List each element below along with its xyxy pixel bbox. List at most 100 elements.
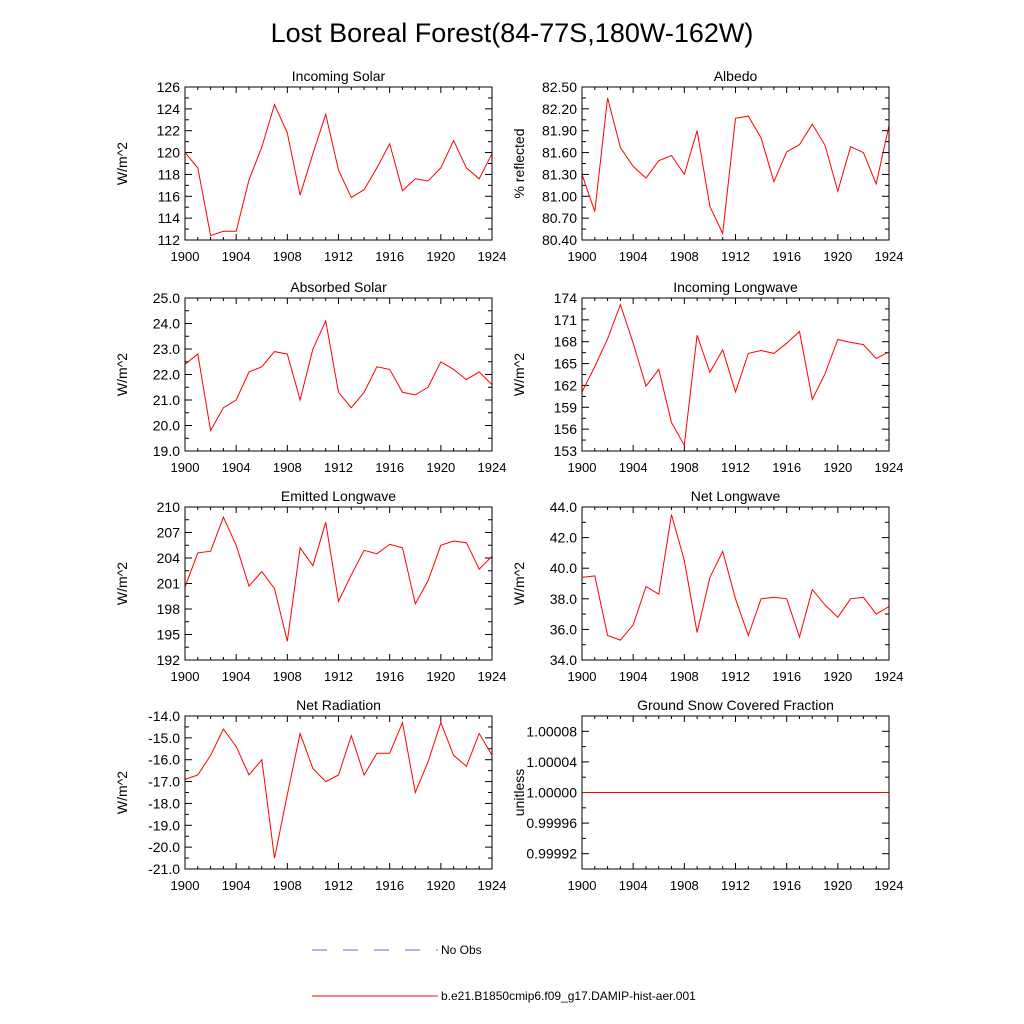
net-radiation-title: Net Radiation — [296, 697, 381, 713]
incoming-longwave-xtick-label: 1916 — [772, 460, 801, 475]
emitted-longwave-ytick-label: 198 — [157, 601, 181, 617]
emitted-longwave-title: Emitted Longwave — [281, 488, 396, 504]
emitted-longwave-xtick-label: 1920 — [426, 669, 455, 684]
incoming-solar-ytick-label: 124 — [157, 101, 181, 117]
incoming-longwave-ytick-label: 153 — [554, 443, 578, 459]
incoming-longwave-xtick-label: 1912 — [721, 460, 750, 475]
ground-snow-covered-fraction-ytick-label: 1.00008 — [526, 723, 577, 739]
incoming-longwave-ytick-label: 165 — [554, 356, 578, 372]
albedo-ytick-label: 81.90 — [542, 123, 577, 139]
net-radiation-ytick-label: -14.0 — [148, 708, 180, 724]
albedo-xtick-label: 1912 — [721, 249, 750, 264]
panel-incoming-longwave: Incoming Longwave W/m^2 1900 1904 1908 1912 19… — [511, 279, 903, 475]
absorbed-solar-xtick-label: 1904 — [222, 460, 251, 475]
panel-net-longwave: Net Longwave W/m^2 1900 1904 1908 1912 1916 192… — [511, 488, 903, 684]
panel-ground-snow-covered-fraction: Ground Snow Covered Fraction unitless 1900… — [511, 697, 903, 893]
absorbed-solar-ytick-label: 25.0 — [153, 290, 180, 306]
absorbed-solar-frame — [184, 297, 493, 452]
ground-snow-covered-fraction-ytick-label: 0.99992 — [526, 846, 577, 862]
albedo-xtick-label: 1908 — [670, 249, 699, 264]
net-longwave-ytick-label: 42.0 — [550, 530, 577, 546]
absorbed-solar-xtick-label: 1900 — [171, 460, 200, 475]
incoming-longwave-ytick-label: 156 — [554, 421, 578, 437]
ground-snow-covered-fraction-xtick-label: 1916 — [772, 878, 801, 893]
albedo-frame — [581, 86, 890, 241]
net-radiation-xtick-label: 1916 — [375, 878, 404, 893]
net-radiation-xtick-label: 1904 — [222, 878, 251, 893]
net-radiation-xtick-label: 1920 — [426, 878, 455, 893]
albedo-xtick-label: 1900 — [568, 249, 597, 264]
legend-model-label: b.e21.B1850cmip6.f09_g17.DAMIP-hist-aer.… — [441, 989, 696, 1003]
absorbed-solar-xtick-label: 1912 — [324, 460, 353, 475]
panel-absorbed-solar: Absorbed Solar W/m^2 1900 1904 1908 1912 1916 1… — [114, 279, 506, 475]
net-longwave-xtick-label: 1904 — [619, 669, 648, 684]
incoming-longwave-ytick-label: 159 — [554, 399, 578, 415]
incoming-solar-title: Incoming Solar — [292, 68, 386, 84]
net-longwave-xtick-label: 1920 — [823, 669, 852, 684]
incoming-solar-xtick-label: 1924 — [478, 249, 507, 264]
net-longwave-ylabel: W/m^2 — [511, 562, 527, 605]
incoming-solar-xtick-label: 1912 — [324, 249, 353, 264]
incoming-solar-xtick-label: 1900 — [171, 249, 200, 264]
net-longwave-xtick-label: 1908 — [670, 669, 699, 684]
incoming-longwave-ytick-label: 168 — [554, 334, 578, 350]
ground-snow-covered-fraction-xtick-label: 1924 — [875, 878, 904, 893]
incoming-solar-series-line — [184, 103, 493, 237]
ground-snow-covered-fraction-ytick-label: 1.00004 — [526, 754, 577, 770]
absorbed-solar-xtick-label: 1920 — [426, 460, 455, 475]
net-longwave-ytick-label: 44.0 — [550, 499, 577, 515]
net-radiation-xtick-label: 1912 — [324, 878, 353, 893]
net-radiation-frame — [184, 715, 493, 870]
incoming-solar-ytick-label: 116 — [158, 188, 181, 204]
emitted-longwave-xtick-label: 1908 — [273, 669, 302, 684]
albedo-title: Albedo — [714, 68, 758, 84]
incoming-longwave-xtick-label: 1924 — [875, 460, 904, 475]
absorbed-solar-ytick-label: 19.0 — [153, 443, 180, 459]
net-longwave-xtick-label: 1900 — [568, 669, 597, 684]
emitted-longwave-ytick-label: 210 — [157, 499, 181, 515]
albedo-ylabel: % reflected — [511, 128, 527, 198]
net-radiation-ytick-label: -17.0 — [148, 774, 180, 790]
net-longwave-series-line — [581, 514, 890, 641]
incoming-solar-ytick-label: 126 — [157, 79, 181, 95]
figure-title: Lost Boreal Forest(84-77S,180W-162W) — [271, 18, 754, 48]
incoming-solar-ytick-label: 114 — [158, 210, 181, 226]
emitted-longwave-frame — [184, 506, 493, 661]
incoming-solar-ytick-label: 122 — [157, 123, 181, 139]
absorbed-solar-ytick-label: 24.0 — [153, 316, 180, 332]
incoming-solar-xtick-label: 1916 — [375, 249, 404, 264]
net-radiation-ytick-label: -16.0 — [148, 752, 180, 768]
incoming-longwave-xtick-label: 1920 — [823, 460, 852, 475]
legend: No Obs b.e21.B1850cmip6.f09_g17.DAMIP-hi… — [312, 943, 696, 1003]
panel-incoming-solar: Incoming Solar W/m^2 1900 1904 1908 1912 1916 1… — [114, 68, 506, 264]
ground-snow-covered-fraction-xtick-label: 1900 — [568, 878, 597, 893]
net-radiation-ytick-label: -19.0 — [148, 817, 180, 833]
albedo-xtick-label: 1916 — [772, 249, 801, 264]
incoming-solar-ylabel: W/m^2 — [114, 142, 130, 185]
albedo-ytick-label: 80.40 — [542, 232, 577, 248]
emitted-longwave-ylabel: W/m^2 — [114, 562, 130, 605]
ground-snow-covered-fraction-ytick-label: 0.99996 — [526, 815, 577, 831]
emitted-longwave-xtick-label: 1912 — [324, 669, 353, 684]
panels: Incoming Solar W/m^2 1900 1904 1908 1912 1916 1… — [114, 68, 903, 893]
net-longwave-ytick-label: 40.0 — [550, 560, 577, 576]
legend-no-obs-label: No Obs — [441, 943, 482, 957]
albedo-xtick-label: 1920 — [823, 249, 852, 264]
incoming-longwave-ytick-label: 162 — [554, 377, 578, 393]
absorbed-solar-ytick-label: 22.0 — [153, 367, 180, 383]
emitted-longwave-ytick-label: 195 — [157, 627, 181, 643]
ground-snow-covered-fraction-xtick-label: 1912 — [721, 878, 750, 893]
incoming-solar-xtick-label: 1920 — [426, 249, 455, 264]
panel-emitted-longwave: Emitted Longwave W/m^2 1900 1904 1908 1912 191… — [114, 488, 506, 684]
absorbed-solar-ylabel: W/m^2 — [114, 353, 130, 396]
emitted-longwave-ytick-label: 207 — [157, 525, 181, 541]
albedo-xtick-label: 1924 — [875, 249, 904, 264]
emitted-longwave-xtick-label: 1916 — [375, 669, 404, 684]
incoming-solar-frame — [184, 86, 493, 241]
panel-net-radiation: Net Radiation W/m^2 1900 1904 1908 1912 1916 19… — [114, 697, 506, 893]
ground-snow-covered-fraction-title: Ground Snow Covered Fraction — [637, 697, 834, 713]
absorbed-solar-ytick-label: 20.0 — [153, 418, 180, 434]
absorbed-solar-ytick-label: 23.0 — [153, 341, 180, 357]
emitted-longwave-xtick-label: 1924 — [478, 669, 507, 684]
net-longwave-title: Net Longwave — [691, 488, 781, 504]
